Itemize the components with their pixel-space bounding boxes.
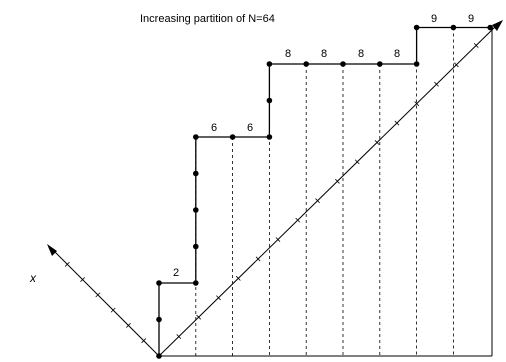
- diagonal-tick-7: [295, 217, 301, 223]
- part-label-3: 6: [247, 122, 253, 134]
- diagram-title: Increasing partition of N=64: [140, 13, 275, 25]
- diagonal-tick-12: [394, 120, 400, 126]
- staircase-dot-16: [413, 61, 420, 67]
- staircase-dot-18: [450, 24, 457, 31]
- diagonal-tick-2: [196, 314, 202, 320]
- diagonal-axis: [158, 25, 497, 357]
- staircase-dot-14: [340, 61, 346, 67]
- staircase-dot-15: [377, 61, 383, 67]
- diagonal-tick-9: [335, 178, 340, 184]
- diagonal-tick-6: [275, 237, 281, 242]
- x-axis-tick-3: [110, 307, 116, 313]
- x-axis-ticks: [64, 261, 147, 344]
- part-label-2: 6: [211, 122, 217, 134]
- diagonal-tick-10: [354, 159, 360, 165]
- staircase-dot-4: [193, 280, 199, 286]
- diagonal-tick-4: [235, 275, 241, 281]
- staircase-dot-5: [193, 243, 199, 250]
- part-label-1: 2: [173, 267, 179, 279]
- staircase-dot-11: [266, 97, 273, 104]
- diagonal-tick-16: [473, 42, 479, 48]
- staircase-dot-10: [266, 134, 273, 140]
- staircase-points: [156, 24, 494, 359]
- x-axis-tick-5: [80, 277, 85, 282]
- staircase-dot-13: [303, 61, 310, 67]
- staircase-dot-7: [193, 170, 199, 177]
- x-axis-label: x: [29, 271, 37, 285]
- diagonal-tick-15: [453, 62, 459, 68]
- x-axis-tick-1: [141, 338, 147, 344]
- staircase-dot-17: [413, 24, 420, 31]
- diagonal-tick-1: [176, 334, 182, 340]
- part-label-6: 8: [358, 48, 364, 60]
- diagonal-arrowhead: [492, 20, 503, 31]
- staircase-dot-3: [156, 280, 162, 286]
- staircase-dot-2: [156, 316, 162, 323]
- part-label-4: 8: [285, 48, 291, 60]
- diagonal-tick-13: [414, 101, 420, 107]
- part-label-7: 8: [394, 48, 400, 60]
- staircase-dot-6: [193, 207, 199, 213]
- staircase-dot-8: [193, 134, 199, 140]
- staircase-dot-1: [156, 353, 162, 359]
- part-label-5: 8: [321, 48, 327, 60]
- staircase-dot-12: [266, 61, 273, 67]
- x-axis-tick-6: [64, 261, 70, 267]
- diagonal-tick-14: [434, 81, 439, 87]
- x-axis-tick-2: [126, 323, 131, 328]
- x-axis-tick-4: [95, 292, 101, 298]
- diagonal-tick-11: [374, 140, 380, 145]
- dashed-guides: [195, 27, 454, 356]
- diagonal-tick-3: [216, 295, 221, 301]
- part-label-9: 9: [468, 13, 474, 25]
- part-label-8: 9: [431, 13, 437, 25]
- x-axis-arrowhead: [47, 244, 57, 256]
- staircase-dot-19: [487, 24, 494, 31]
- diagonal-tick-5: [255, 256, 261, 262]
- diagonal-ticks: [176, 42, 479, 340]
- x-axis: [51, 248, 160, 357]
- diagonal-tick-8: [315, 198, 320, 204]
- staircase-dot-9: [229, 134, 236, 140]
